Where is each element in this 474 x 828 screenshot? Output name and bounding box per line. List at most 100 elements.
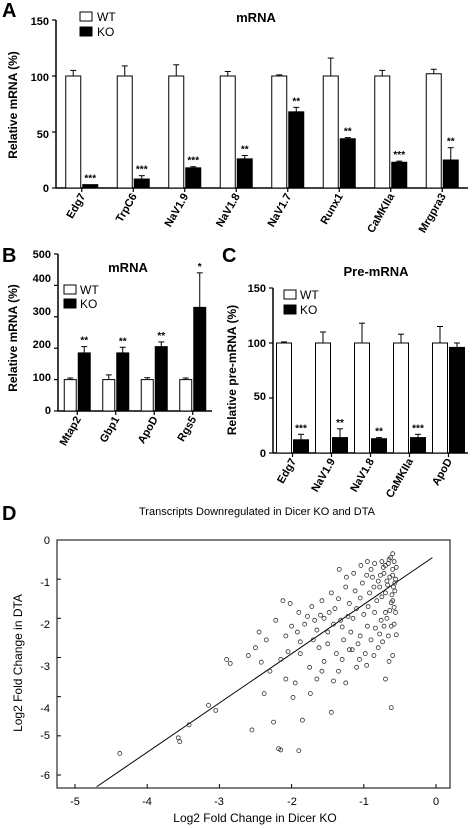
panel-d-point — [377, 631, 383, 637]
panel-d-point — [368, 566, 374, 572]
panel-d-point — [325, 641, 331, 647]
panel-d-point — [391, 559, 397, 564]
panel-d-point — [375, 645, 381, 651]
y-tick-label: 0 — [43, 183, 49, 195]
panel-a-category-label: Edg7 — [65, 192, 89, 221]
legend-label-wt: WT — [300, 288, 319, 302]
panel-a-bar-wt — [65, 75, 82, 189]
panel-d-point — [339, 624, 345, 630]
panel-c-bar-wt — [276, 342, 292, 454]
panel-a-category-labels: Edg7 TrpC6 NaV1.9 NaV1.8 NaV1.7 Runx1 CaMKIIa M… — [65, 191, 449, 235]
panel-d-point — [261, 691, 267, 696]
y-tick-label: -4 — [40, 703, 50, 715]
panel-b-bar-ko — [77, 352, 91, 412]
panel-b-bar-ko — [116, 352, 130, 412]
panel-a-bar-ko — [133, 178, 150, 189]
y-tick-label: 0 — [260, 448, 266, 460]
panel-b-category-labels: Mtap2 Gbp1 ApoD Rgs5 — [58, 414, 200, 448]
legend-label-ko: KO — [97, 25, 114, 39]
panel-d-point — [177, 739, 183, 745]
panel-b-significance-label: ** — [80, 336, 88, 347]
x-tick-label: -4 — [142, 796, 152, 808]
panel-c: C Pre-mRNA Relative pre-mRNA (%) 0 50 10… — [222, 245, 468, 500]
panel-d-point — [300, 717, 305, 723]
panel-d-point — [318, 612, 323, 618]
panel-d-point — [379, 559, 385, 564]
y-tick-label: 50 — [37, 129, 49, 141]
panel-d-point — [346, 647, 352, 653]
panel-d-point — [297, 639, 303, 645]
panel-d-point — [379, 594, 385, 600]
panel-c-ylabel: Relative pre-mRNA (%) — [225, 305, 239, 435]
panel-d-point — [383, 563, 388, 568]
panel-a-significance-label: ** — [447, 137, 455, 148]
panel-d-point — [358, 563, 364, 568]
panel-c-category-label: NaV1.8 — [348, 457, 377, 495]
panel-d-point — [278, 747, 284, 753]
panel-a-bar-wt — [116, 75, 133, 189]
panel-d-point — [332, 606, 338, 611]
panel-a-significance-label: ** — [292, 96, 300, 107]
panel-d-point — [368, 637, 374, 643]
panel-d-point — [319, 598, 325, 604]
panel-d-point — [253, 645, 258, 651]
panel-d-point — [333, 651, 339, 656]
panel-d-point — [357, 657, 362, 662]
panel-d-point — [383, 590, 388, 596]
panel-a-letter: A — [2, 0, 16, 22]
panel-d-point — [206, 702, 211, 708]
panel-a-significance-label: ** — [241, 145, 249, 156]
y-tick-label: 150 — [248, 283, 266, 295]
legend-label-ko: KO — [300, 303, 317, 317]
panel-d-point — [316, 645, 322, 651]
panel-d-yticks: 0 -1 -2 -3 -4 -5 -6 — [40, 535, 50, 782]
panel-d-point — [386, 659, 392, 664]
panel-d-regression-line — [96, 557, 433, 788]
panel-a-bar-wt — [322, 75, 339, 189]
panel-d-point — [364, 662, 370, 668]
panel-a-bar-wt — [374, 75, 391, 189]
panel-d-point — [391, 604, 397, 610]
y-tick-label: -6 — [40, 770, 50, 782]
panel-d-point — [372, 625, 378, 631]
panel-d-point — [213, 707, 219, 713]
panel-b-bar-ko — [154, 346, 168, 412]
panel-a-significance-label: ** — [344, 127, 352, 138]
panel-d-point — [383, 676, 388, 682]
panel-c-title: Pre-mRNA — [343, 264, 409, 279]
panel-b-category-label: Rgs5 — [176, 415, 200, 444]
panel-d-point — [343, 584, 349, 590]
panel-c-legend: WT KO — [283, 288, 319, 317]
panel-d-point — [350, 615, 356, 621]
panel-c-bar-wt — [432, 342, 448, 454]
panel-d-point — [381, 623, 387, 629]
panel-d-point — [390, 566, 396, 572]
panel-b-category-label: ApoD — [136, 414, 161, 445]
panel-d-title: Transcripts Downregulated in Dicer KO an… — [139, 506, 376, 518]
panel-d-point — [361, 612, 367, 617]
panel-d-point — [345, 613, 351, 619]
panel-d-point — [393, 565, 399, 570]
panel-d-point — [372, 561, 378, 566]
panel-b-title: mRNA — [108, 260, 148, 275]
panel-a-bar-wt — [425, 73, 442, 189]
panel-c-significance-label: ** — [375, 427, 383, 438]
panel-d-point — [390, 653, 396, 658]
panel-a-bar-wt — [219, 75, 236, 189]
x-tick-label: -3 — [214, 796, 224, 808]
x-tick-label: -2 — [287, 796, 297, 808]
panel-a-category-label: NaV1.9 — [163, 192, 192, 230]
panel-d-point — [302, 621, 307, 627]
panel-d-point — [289, 623, 295, 629]
panel-d-point — [263, 637, 269, 643]
panel-d-point — [367, 590, 372, 596]
panel-c-category-label: Edg7 — [275, 457, 299, 486]
panel-a-bar-ko — [236, 158, 253, 189]
panel-d-point — [351, 570, 357, 576]
panel-d-point — [348, 629, 354, 635]
panel-a-legend: WT KO — [79, 10, 116, 39]
panel-b-category-label: Mtap2 — [58, 415, 84, 449]
panel-d-point — [378, 617, 384, 623]
panel-b-significance-label: ** — [119, 336, 127, 347]
